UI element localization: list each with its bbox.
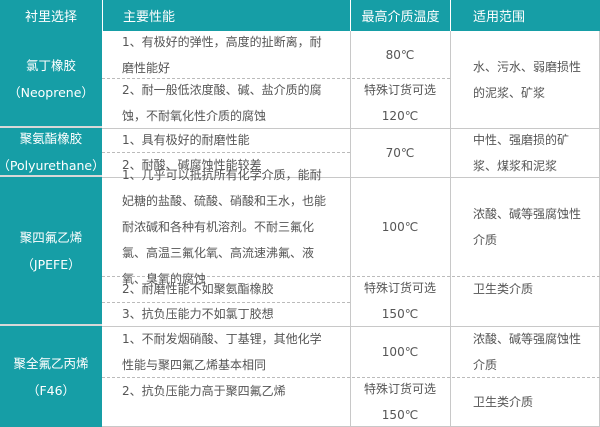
divider [102,128,600,129]
special-order: 特殊订货可选 [363,83,436,97]
lining-name: 聚四氟乙烯 [19,229,83,245]
lining-name: 氯丁橡胶 [25,57,76,73]
special-order: 特殊订货可选 [363,382,436,396]
property: 1、具有极好的耐磨性能 [122,133,250,147]
max-temp-special: 特殊订货可选 150℃ [350,377,450,427]
max-temp-special: 特殊订货可选 120℃ [350,78,450,128]
lining-name: 聚氨酯橡胶 [19,130,83,146]
divider [102,177,600,178]
lining-neoprene: 氯丁橡胶 （Neoprene） [0,31,102,128]
divider [102,326,600,327]
property: 2、耐一般低浓度酸、碱、盐介质的腐蚀，不耐氧化性介质的腐蚀 [122,83,322,123]
special-temp: 150℃ [381,307,419,321]
header-lining: 衬里选择 [0,0,102,31]
lining-code: （F46） [26,382,76,398]
special-temp: 120℃ [381,109,419,123]
special-order: 特殊订货可选 [363,281,436,295]
application: 水、污水、弱磨损性的泥浆、矿浆 [473,59,582,100]
lining-f46: 聚全氟乙丙烯 （F46） [0,326,102,427]
application: 卫生类介质 [473,282,534,296]
property: 2、耐磨性能不如聚氨酯橡胶 [122,282,274,296]
application: 中性、强磨损的矿浆、煤浆和泥浆 [473,132,570,173]
property: 1、有极好的弹性，高度的扯断离，耐磨性能好 [122,34,322,75]
divider [450,31,451,427]
lining-polyurethane: 聚氨酯橡胶 （Polyurethane） [0,128,105,177]
header-max-temp: 最高介质温度 [351,0,450,31]
application: 浓酸、碱等强腐蚀性介质 [473,331,582,372]
header-properties: 主要性能 [103,0,350,31]
max-temp-special: 特殊订货可选 150℃ [350,276,450,326]
lining-code: （Neoprene） [8,84,94,100]
max-temp: 80℃ [385,47,415,62]
divider [102,302,350,303]
property: 2、耐酸、碱腐蚀性能较差 [122,157,262,172]
max-temp: 100℃ [381,219,419,234]
lining-code: （JPEFE） [21,256,81,272]
application: 卫生类介质 [473,395,534,409]
lining-name: 聚全氟乙丙烯 [13,355,89,371]
divider [102,276,600,277]
divider [102,78,450,79]
application: 浓酸、碱等强腐蚀性介质 [473,206,582,247]
header-application: 适用范围 [451,0,600,31]
special-temp: 150℃ [381,408,419,422]
max-temp: 100℃ [381,344,419,359]
max-temp: 70℃ [385,145,415,160]
lining-code: （Polyurethane） [0,157,105,173]
property: 2、抗负压能力高于聚四氟乙烯 [122,384,286,398]
divider [350,31,351,427]
lining-ptfe: 聚四氟乙烯 （JPEFE） [0,177,102,326]
divider [102,377,600,378]
property: 1、几乎可以抵抗所有化学介质，能耐妃糖的盐酸、硫酸、硝酸和王水，也能耐浓碱和各种… [122,167,327,286]
divider [102,152,350,153]
property: 3、抗负压能力不如氯丁胶想 [122,307,274,321]
property: 1、不耐发烟硝酸、丁基锂，其他化学性能与聚四氟乙烯基本相同 [122,331,322,372]
